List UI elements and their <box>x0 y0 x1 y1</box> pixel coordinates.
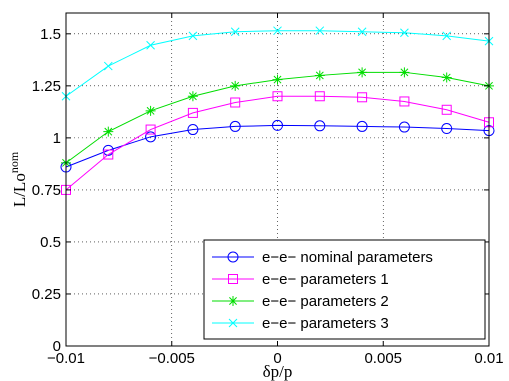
square-marker <box>145 124 156 135</box>
star-marker <box>272 74 283 85</box>
legend-label: e−e− parameters 2 <box>262 293 389 310</box>
square-marker <box>187 107 198 118</box>
y-axis-label-superscript: nom <box>7 151 21 173</box>
y-axis-label-main: L/Lo <box>10 173 29 207</box>
y-tick-label: 1 <box>53 130 61 147</box>
x-tick-label: 0 <box>273 350 281 367</box>
y-tick-label: 0.5 <box>40 234 61 251</box>
square-marker <box>399 96 410 107</box>
y-tick-label: 0.75 <box>32 182 61 199</box>
x-marker <box>315 26 325 36</box>
legend-label: e−e− nominal parameters <box>262 249 433 266</box>
series-line <box>65 124 490 168</box>
y-tick-label: 1.5 <box>40 26 61 43</box>
x-tick-label: −0.005 <box>149 350 195 367</box>
circle-marker <box>229 120 241 132</box>
circle-marker <box>356 120 368 132</box>
legend-item: e−e− parameters 3 <box>212 315 389 332</box>
y-axis-label: L/Lonom <box>7 151 29 207</box>
y-tick-label: 0.25 <box>32 286 61 303</box>
legend-item: e−e− parameters 1 <box>212 271 389 288</box>
star-marker <box>230 80 241 91</box>
square-marker <box>314 91 325 102</box>
x-marker <box>103 61 113 71</box>
legend-label: e−e− parameters 3 <box>262 315 389 332</box>
x-marker <box>442 31 452 41</box>
series-line <box>65 95 490 191</box>
x-tick-label: −0.01 <box>47 350 85 367</box>
legend-items: e−e− nominal parameters e−e− parameters 1… <box>212 249 433 332</box>
square-marker <box>103 149 114 160</box>
x-axis-label: δp/p <box>263 362 293 381</box>
series-line <box>65 30 490 97</box>
series-parameters-1 <box>61 91 494 195</box>
x-tick-label: 0.005 <box>364 350 402 367</box>
circle-marker <box>227 251 239 263</box>
circle-marker <box>145 131 157 143</box>
star-marker <box>357 67 368 78</box>
legend-item: e−e− nominal parameters <box>212 249 433 266</box>
axis-ticks: −0.01 −0.005 0 0.005 0.01 0 0.25 0.5 0.75 1 1.25 1.… <box>32 13 504 367</box>
circle-marker <box>314 120 326 132</box>
star-marker <box>441 72 452 83</box>
star-marker <box>187 91 198 102</box>
square-marker <box>441 104 452 115</box>
x-marker <box>273 26 282 36</box>
legend: e−e− nominal parameters e−e− parameters 1… <box>203 239 486 340</box>
y-tick-label: 0 <box>53 338 61 355</box>
legend-item: e−e− parameters 2 <box>212 293 389 310</box>
x-marker <box>228 318 238 328</box>
series-layer <box>60 26 495 195</box>
series-nominal <box>60 119 495 173</box>
square-marker <box>357 92 368 103</box>
series-parameters-2 <box>61 67 494 168</box>
legend-label: e−e− parameters 1 <box>262 271 389 288</box>
series-parameters-3 <box>61 26 494 101</box>
x-marker <box>357 27 367 37</box>
star-marker <box>145 105 156 116</box>
x-marker <box>230 27 240 37</box>
square-marker <box>230 97 241 108</box>
x-marker <box>400 28 409 38</box>
x-tick-label: 0.01 <box>474 350 503 367</box>
y-tick-label: 1.25 <box>32 78 61 95</box>
star-marker <box>103 126 114 137</box>
circle-marker <box>187 124 199 136</box>
square-marker <box>228 274 238 284</box>
circle-marker <box>441 123 453 135</box>
circle-marker <box>398 121 410 133</box>
star-marker <box>314 70 325 81</box>
square-marker <box>272 91 283 102</box>
circle-marker <box>272 119 283 131</box>
star-marker <box>399 67 410 78</box>
x-marker <box>146 40 155 50</box>
x-axis-label-text: δp/p <box>263 362 293 381</box>
star-marker <box>228 296 238 306</box>
x-marker <box>188 31 198 41</box>
